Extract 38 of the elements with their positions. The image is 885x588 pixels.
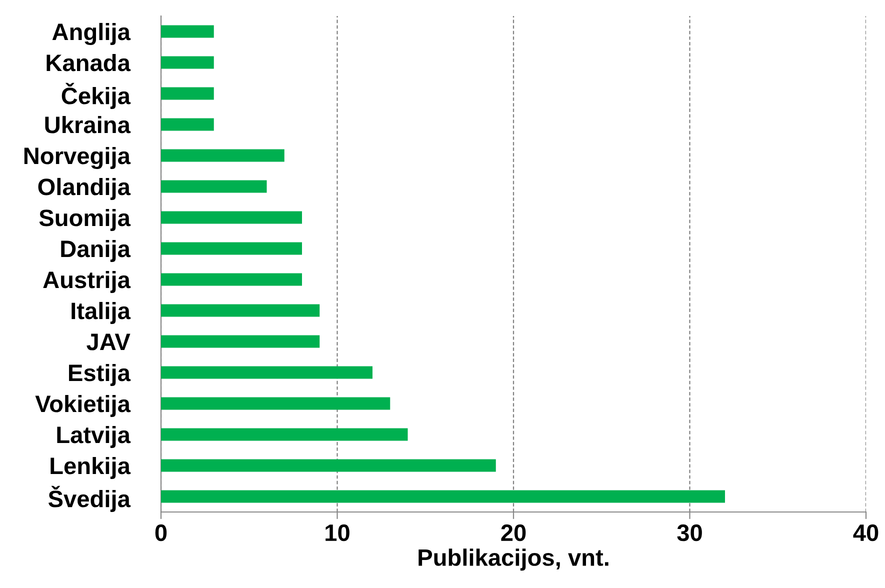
bar <box>161 149 284 162</box>
bar <box>161 304 320 317</box>
y-tick-label: Danija <box>61 240 131 262</box>
y-tick-label: Latvija <box>57 426 131 448</box>
y-tick-label: JAV <box>86 334 130 350</box>
y-tick-label: Italija <box>72 302 131 324</box>
y-tick-label: Anglija <box>52 22 131 46</box>
x-tick-label: 10 <box>326 524 350 542</box>
y-tick-label: Švedija <box>48 486 131 512</box>
y-tick-label: Vokietija <box>35 394 131 417</box>
y-tick-label: Kanada <box>46 54 131 72</box>
bar <box>161 428 408 441</box>
y-tick-label: Olandija <box>38 178 131 200</box>
bar <box>161 180 267 193</box>
x-tick-label: 30 <box>677 524 702 542</box>
y-tick-label: Estija <box>69 364 131 386</box>
bar <box>161 490 725 503</box>
bar <box>161 211 302 224</box>
bar <box>161 335 320 348</box>
bar <box>161 273 302 286</box>
bar <box>161 459 496 472</box>
y-tick-label: Norvegija <box>24 146 131 170</box>
x-axis-title: Publikacijos, vnt. <box>418 548 608 571</box>
y-tick-label: Ukraina <box>45 116 131 134</box>
bar <box>161 25 214 38</box>
x-tick-label: 0 <box>155 524 167 542</box>
bar <box>161 118 214 131</box>
y-tick-label: Austrija <box>43 270 131 293</box>
bar <box>161 56 214 69</box>
x-tick-label: 20 <box>501 524 526 542</box>
bar <box>161 242 302 255</box>
bar <box>161 87 214 100</box>
y-tick-label: Suomija <box>39 208 131 231</box>
x-tick-label: 40 <box>853 524 878 542</box>
bar <box>161 366 372 379</box>
y-tick-label: Lenkija <box>50 456 131 479</box>
y-tick-label: Čekija <box>62 82 131 109</box>
bar <box>161 397 390 410</box>
